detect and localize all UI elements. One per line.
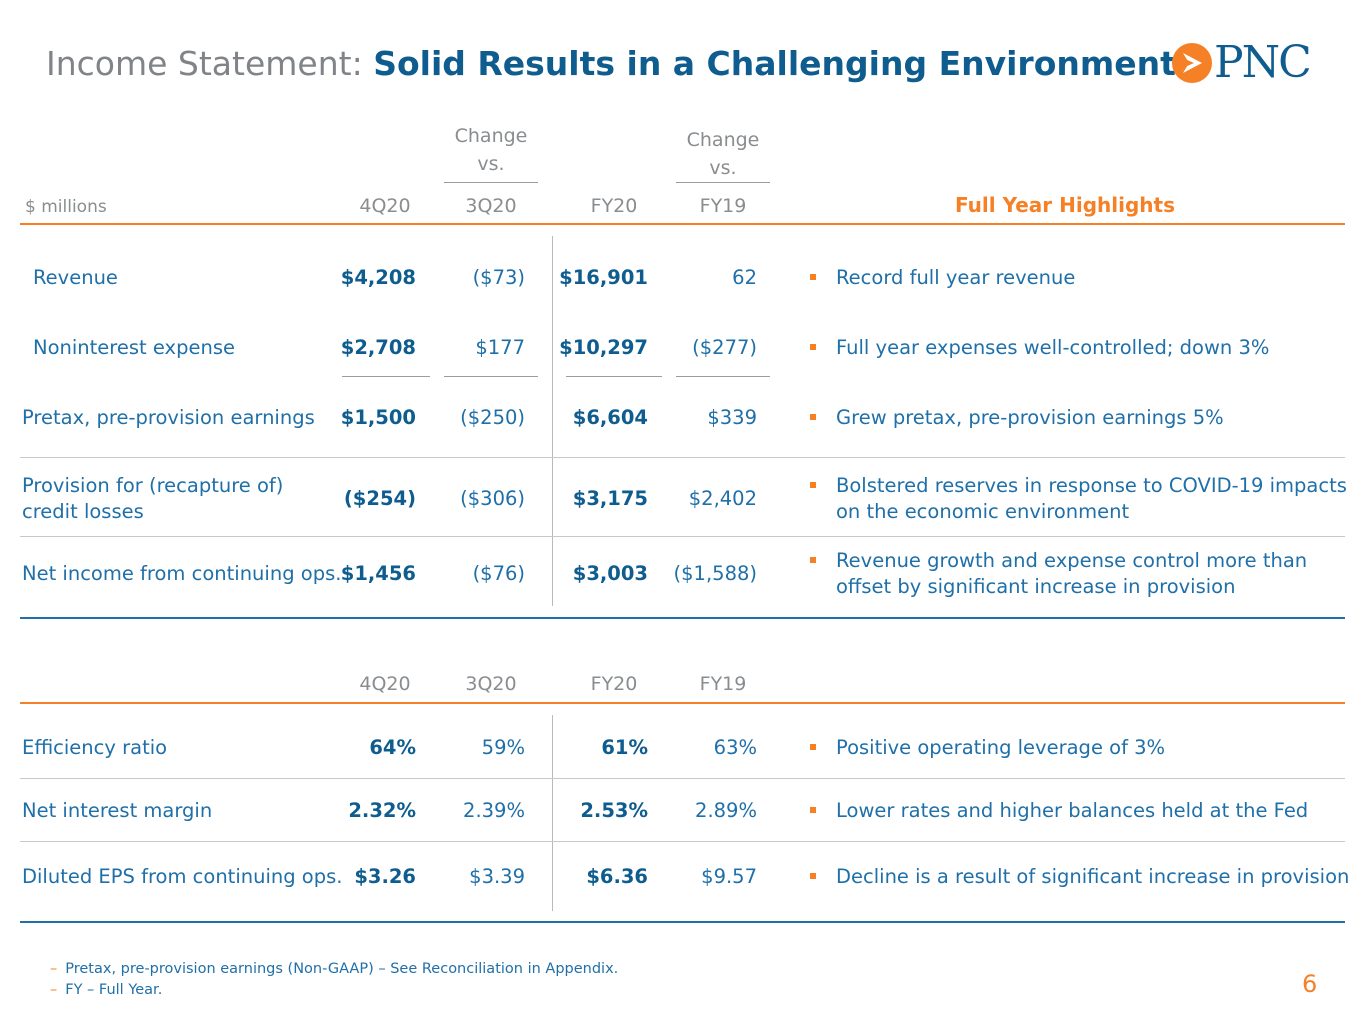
provision-4q20: ($254): [343, 487, 416, 510]
efficiency-fy20: 61%: [601, 736, 648, 759]
row-label-provision-line1: Provision for (recapture of): [22, 474, 284, 497]
ppnr-change-3q20: ($250): [460, 406, 525, 429]
col-header-4q20: 4Q20: [359, 195, 411, 217]
row-divider: [20, 536, 1345, 537]
ppnr-fy20: $6,604: [572, 406, 648, 429]
t2-col-header-fy20: FY20: [590, 673, 638, 695]
table2-vertical-divider: [552, 715, 553, 911]
revenue-change-3q20: ($73): [472, 266, 525, 289]
net-income-change-3q20: ($76): [472, 562, 525, 585]
net-income-fy20: $3,003: [572, 562, 648, 585]
change-vs-label-line2-fy: vs.: [709, 157, 737, 179]
col-header-fy19: FY19: [699, 195, 747, 217]
page-title-prefix: Income Statement:: [46, 44, 374, 83]
row-label-pretax-pre-provision: Pretax, pre-provision earnings: [22, 406, 315, 429]
nim-4q20: 2.32%: [348, 799, 416, 822]
efficiency-4q20: 64%: [369, 736, 416, 759]
row-label-revenue: Revenue: [33, 266, 118, 289]
pnc-logo-icon: [1172, 43, 1212, 83]
t2-col-header-fy19: FY19: [699, 673, 747, 695]
efficiency-fy19: 63%: [713, 736, 757, 759]
table1-header-rule: [20, 223, 1345, 225]
revenue-change-fy19: 62: [732, 266, 757, 289]
provision-change-fy19: $2,402: [688, 487, 757, 510]
provision-fy20: $3,175: [572, 487, 648, 510]
nim-fy19: 2.89%: [695, 799, 757, 822]
eps-3q20: $3.39: [469, 865, 525, 888]
row-label-net-income: Net income from continuing ops.: [22, 562, 342, 585]
ppnr-change-fy19: $339: [707, 406, 757, 429]
change-vs-label-line1-fy: Change: [686, 129, 760, 151]
row-divider: [20, 841, 1345, 842]
table1-bottom-rule: [20, 617, 1345, 619]
nim-3q20: 2.39%: [463, 799, 525, 822]
expense-change-fy19: ($277): [692, 336, 757, 359]
table2-header-rule: [20, 702, 1345, 704]
change-header-underline-fy: [676, 182, 770, 183]
expense-fy20: $10,297: [559, 336, 648, 359]
eps-4q20: $3.26: [354, 865, 416, 888]
net-income-4q20: $1,456: [340, 562, 416, 585]
row-label-provision-line2: credit losses: [22, 500, 144, 523]
net-income-change-fy19: ($1,588): [673, 562, 757, 585]
units-label: $ millions: [25, 197, 107, 217]
footnote-1: – Pretax, pre-provision earnings (Non-GAA…: [50, 961, 619, 977]
bullet-icon: [810, 873, 816, 879]
bullet-icon: [810, 807, 816, 813]
row-label-efficiency-ratio: Efficiency ratio: [22, 736, 168, 759]
table2-bottom-rule: [20, 921, 1345, 923]
row-label-net-interest-margin: Net interest margin: [22, 799, 213, 822]
row-label-diluted-eps: Diluted EPS from continuing ops.: [22, 865, 343, 888]
page-title: Income Statement: Solid Results in a Cha…: [46, 40, 1176, 88]
col-header-3q20: 3Q20: [465, 195, 517, 217]
ppnr-4q20: $1,500: [340, 406, 416, 429]
change-vs-label-line1: Change: [454, 125, 528, 147]
bullet-icon: [810, 274, 816, 280]
subtotal-underline-4q20: [342, 376, 430, 377]
bullet-icon: [810, 482, 816, 488]
footnote-2: – FY – Full Year.: [50, 982, 163, 998]
pnc-logo-text: PNC: [1214, 37, 1312, 88]
change-header-underline: [444, 182, 538, 183]
revenue-4q20: $4,208: [340, 266, 416, 289]
bullet-icon: [810, 344, 816, 350]
row-divider: [20, 457, 1345, 458]
bullet-icon: [810, 414, 816, 420]
eps-fy20: $6.36: [586, 865, 648, 888]
efficiency-3q20: 59%: [481, 736, 525, 759]
nim-fy20: 2.53%: [580, 799, 648, 822]
row-label-noninterest-expense: Noninterest expense: [33, 336, 235, 359]
subtotal-underline-fy20: [566, 376, 662, 377]
page-number: 6: [1302, 970, 1318, 998]
expense-4q20: $2,708: [340, 336, 416, 359]
t2-col-header-4q20: 4Q20: [359, 673, 411, 695]
table1-vertical-divider: [552, 236, 553, 606]
full-year-highlights-title: Full Year Highlights: [955, 193, 1175, 217]
bullet-icon: [810, 557, 816, 563]
row-divider: [20, 778, 1345, 779]
bullet-icon: [810, 744, 816, 750]
t2-col-header-3q20: 3Q20: [465, 673, 517, 695]
change-vs-label-line2: vs.: [477, 153, 505, 175]
eps-fy19: $9.57: [701, 865, 757, 888]
subtotal-underline-3q20: [444, 376, 538, 377]
subtotal-underline-fy19: [676, 376, 770, 377]
revenue-fy20: $16,901: [559, 266, 648, 289]
expense-change-3q20: $177: [475, 336, 525, 359]
col-header-fy20: FY20: [590, 195, 638, 217]
page-title-main: Solid Results in a Challenging Environme…: [373, 44, 1176, 83]
provision-change-3q20: ($306): [460, 487, 525, 510]
